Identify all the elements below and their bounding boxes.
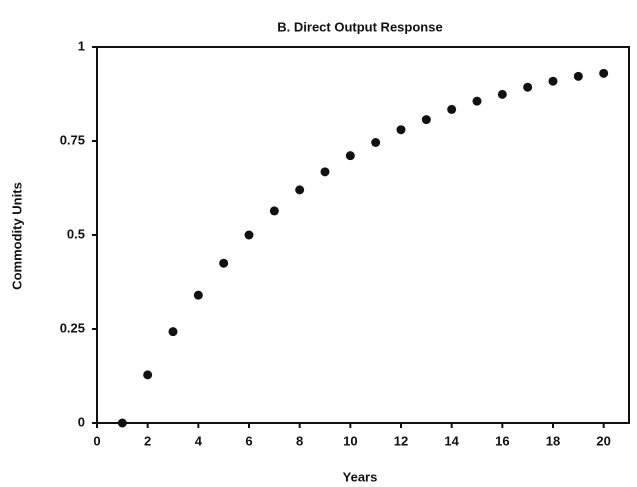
point	[117, 418, 127, 428]
x-tick-label: 10	[343, 433, 357, 448]
point	[143, 370, 153, 380]
x-axis-label: Years	[343, 469, 378, 484]
point	[573, 71, 583, 81]
x-tick-label: 20	[596, 433, 610, 448]
point	[219, 258, 229, 268]
point	[269, 206, 279, 216]
point	[193, 290, 203, 300]
point	[244, 230, 254, 240]
point	[523, 82, 533, 92]
x-tick-label: 16	[495, 433, 509, 448]
point	[472, 96, 482, 106]
point	[320, 167, 330, 177]
point	[295, 185, 305, 195]
chart-title: B. Direct Output Response	[277, 19, 442, 34]
x-tick-label: 18	[546, 433, 560, 448]
y-tick-label: 0.5	[67, 226, 85, 241]
x-tick-label: 14	[444, 433, 459, 448]
x-tick-label: 4	[195, 433, 203, 448]
point	[421, 115, 431, 125]
x-tick-label: 8	[296, 433, 303, 448]
y-axis-label: Commodity Units	[9, 182, 24, 290]
x-tick-label: 2	[144, 433, 151, 448]
point	[447, 104, 457, 114]
y-tick-label: 0.75	[60, 132, 85, 147]
point	[168, 327, 178, 337]
plot-frame	[96, 46, 630, 424]
point	[548, 76, 558, 86]
y-tick-label: 0	[78, 414, 85, 429]
x-tick-label: 0	[93, 433, 100, 448]
point	[599, 68, 609, 78]
point	[497, 89, 507, 99]
point	[396, 125, 406, 135]
y-tick-label: 0.25	[60, 320, 85, 335]
y-tick-label: 1	[78, 38, 85, 53]
point	[345, 151, 355, 161]
point	[371, 138, 381, 148]
x-tick-label: 12	[394, 433, 408, 448]
x-tick-label: 6	[245, 433, 252, 448]
